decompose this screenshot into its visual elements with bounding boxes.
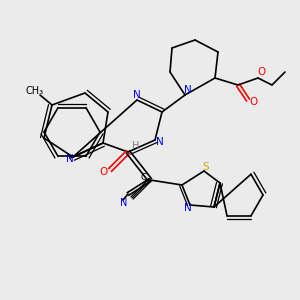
Text: C: C bbox=[141, 173, 147, 182]
Text: CH₃: CH₃ bbox=[26, 86, 44, 96]
Text: O: O bbox=[257, 67, 265, 77]
Text: N: N bbox=[120, 198, 128, 208]
Text: N: N bbox=[184, 203, 192, 213]
Text: O: O bbox=[100, 167, 108, 177]
Text: N: N bbox=[133, 90, 141, 100]
Text: N: N bbox=[66, 154, 74, 164]
Text: H: H bbox=[132, 141, 140, 151]
Text: O: O bbox=[249, 97, 257, 107]
Text: N: N bbox=[184, 85, 192, 95]
Text: N: N bbox=[156, 137, 164, 147]
Text: S: S bbox=[203, 162, 209, 172]
